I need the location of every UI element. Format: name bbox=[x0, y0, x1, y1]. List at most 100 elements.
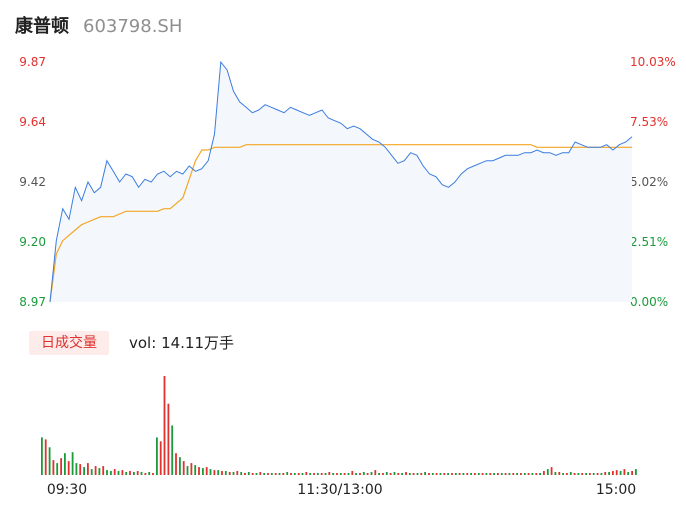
volume-bar bbox=[267, 473, 269, 475]
volume-bar bbox=[382, 473, 384, 475]
volume-bar bbox=[263, 473, 266, 475]
volume-bar bbox=[543, 471, 545, 475]
volume-bar bbox=[129, 471, 131, 475]
volume-bar bbox=[213, 470, 216, 476]
pct-tick-label: 2.51% bbox=[630, 235, 668, 249]
volume-bar bbox=[194, 465, 197, 475]
volume-bar bbox=[366, 473, 369, 475]
volume-bar bbox=[355, 473, 357, 475]
volume-bar bbox=[140, 472, 143, 475]
volume-bar bbox=[612, 471, 614, 475]
volume-bar bbox=[41, 437, 43, 475]
volume-bar bbox=[286, 472, 289, 475]
volume-bar bbox=[190, 463, 193, 475]
pct-tick-label: 10.03% bbox=[630, 55, 676, 69]
volume-bar bbox=[171, 425, 174, 475]
volume-bar bbox=[297, 473, 300, 475]
volume-value: 14.11万手 bbox=[161, 334, 235, 352]
volume-bar bbox=[573, 473, 576, 475]
volume-bar bbox=[339, 473, 342, 475]
volume-bar bbox=[247, 472, 250, 475]
volume-bar bbox=[420, 473, 423, 475]
volume-bar bbox=[156, 437, 158, 475]
volume-bar bbox=[236, 471, 239, 475]
volume-bar bbox=[121, 470, 124, 476]
volume-bar bbox=[347, 473, 350, 475]
volume-bar bbox=[316, 473, 319, 475]
volume-bar bbox=[52, 460, 55, 475]
volume-bar bbox=[562, 473, 564, 475]
volume-bar bbox=[56, 463, 59, 475]
volume-bar bbox=[202, 468, 204, 475]
volume-bar bbox=[485, 473, 488, 475]
volume-bar bbox=[133, 472, 135, 475]
volume-bar bbox=[87, 463, 89, 475]
volume-bar bbox=[516, 473, 518, 475]
volume-bar bbox=[546, 469, 549, 475]
volume-bar bbox=[159, 441, 162, 475]
volume-bar bbox=[320, 473, 323, 475]
stock-header: 康普顿 603798.SH bbox=[15, 12, 182, 40]
volume-bar bbox=[67, 461, 70, 475]
volume-bar bbox=[209, 469, 212, 475]
volume-bar bbox=[416, 473, 419, 475]
volume-bar bbox=[186, 466, 189, 475]
time-axis-label: 11:30/13:00 bbox=[297, 482, 382, 498]
volume-bar bbox=[604, 472, 607, 475]
time-axis-label: 15:00 bbox=[596, 482, 636, 498]
volume-bar bbox=[497, 473, 499, 475]
volume-bar bbox=[451, 473, 453, 475]
volume-bar bbox=[290, 473, 292, 475]
volume-bar bbox=[228, 472, 231, 475]
volume-bar bbox=[435, 473, 438, 475]
volume-bar bbox=[569, 472, 572, 475]
volume-bar bbox=[454, 473, 457, 475]
volume-bar bbox=[94, 466, 97, 475]
volume-bar bbox=[274, 473, 277, 475]
volume-bar bbox=[600, 473, 603, 475]
volume-bar bbox=[458, 473, 461, 475]
volume-bar bbox=[75, 463, 78, 475]
volume-bar bbox=[558, 472, 561, 475]
volume-bar bbox=[466, 473, 469, 475]
volume-bar bbox=[179, 457, 181, 475]
volume-bar bbox=[535, 473, 538, 475]
volume-bar bbox=[293, 473, 296, 475]
volume-bar bbox=[44, 439, 47, 475]
volume-bar bbox=[424, 472, 426, 475]
volume-bar bbox=[324, 473, 327, 475]
volume-bar bbox=[635, 469, 637, 475]
volume-bar bbox=[378, 473, 380, 475]
volume-bar bbox=[627, 472, 630, 475]
volume-bar bbox=[152, 473, 154, 475]
volume-bar bbox=[136, 471, 139, 475]
volume-bar bbox=[393, 472, 396, 475]
price-tick-label: 9.42 bbox=[19, 175, 46, 189]
volume-bar bbox=[596, 473, 599, 475]
volume-bar bbox=[113, 469, 116, 475]
volume-bar bbox=[359, 473, 361, 475]
volume-bar bbox=[592, 473, 595, 475]
volume-bar bbox=[336, 473, 338, 475]
volume-bar bbox=[443, 473, 446, 475]
volume-bar bbox=[447, 473, 449, 475]
volume-bar bbox=[554, 472, 557, 475]
volume-tab[interactable]: 日成交量 bbox=[29, 331, 109, 355]
volume-bar bbox=[351, 471, 354, 475]
volume-bar bbox=[198, 467, 200, 475]
volume-bar bbox=[64, 453, 66, 475]
volume-bar bbox=[301, 473, 304, 475]
volume-bar bbox=[389, 473, 392, 475]
volume-bar bbox=[182, 461, 185, 475]
volume-bar bbox=[581, 473, 584, 475]
volume-bar bbox=[282, 473, 285, 475]
volume-bar bbox=[539, 473, 541, 475]
volume-bar bbox=[585, 473, 587, 475]
volume-bar bbox=[221, 471, 223, 475]
volume-bar bbox=[148, 472, 151, 475]
volume-bar bbox=[608, 472, 610, 475]
volume-bar bbox=[493, 473, 495, 475]
volume-bar bbox=[374, 470, 377, 476]
volume-bar bbox=[527, 473, 530, 475]
volume-bar bbox=[474, 473, 476, 475]
